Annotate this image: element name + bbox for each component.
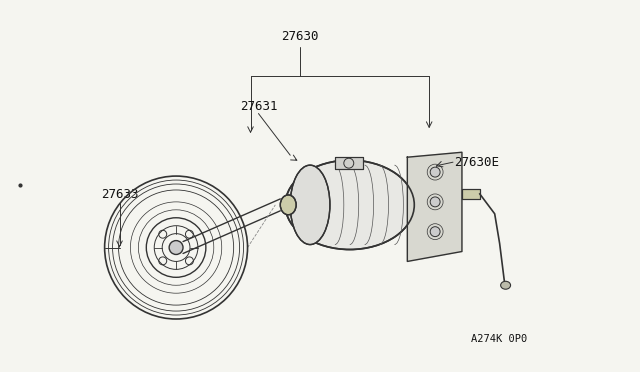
Polygon shape xyxy=(407,152,462,262)
Ellipse shape xyxy=(290,165,330,244)
Circle shape xyxy=(430,227,440,237)
Ellipse shape xyxy=(285,160,414,250)
Circle shape xyxy=(169,241,183,254)
Text: 27630E: 27630E xyxy=(454,155,499,169)
Ellipse shape xyxy=(280,195,296,215)
Text: 27630: 27630 xyxy=(282,30,319,43)
Text: A274K 0P0: A274K 0P0 xyxy=(470,334,527,344)
Text: 27631: 27631 xyxy=(240,100,277,113)
Bar xyxy=(335,157,363,169)
Bar xyxy=(462,189,480,199)
Bar xyxy=(335,157,363,169)
Circle shape xyxy=(430,167,440,177)
Text: 27633: 27633 xyxy=(100,189,138,201)
Bar xyxy=(462,189,480,199)
Circle shape xyxy=(430,197,440,207)
Ellipse shape xyxy=(500,281,511,289)
